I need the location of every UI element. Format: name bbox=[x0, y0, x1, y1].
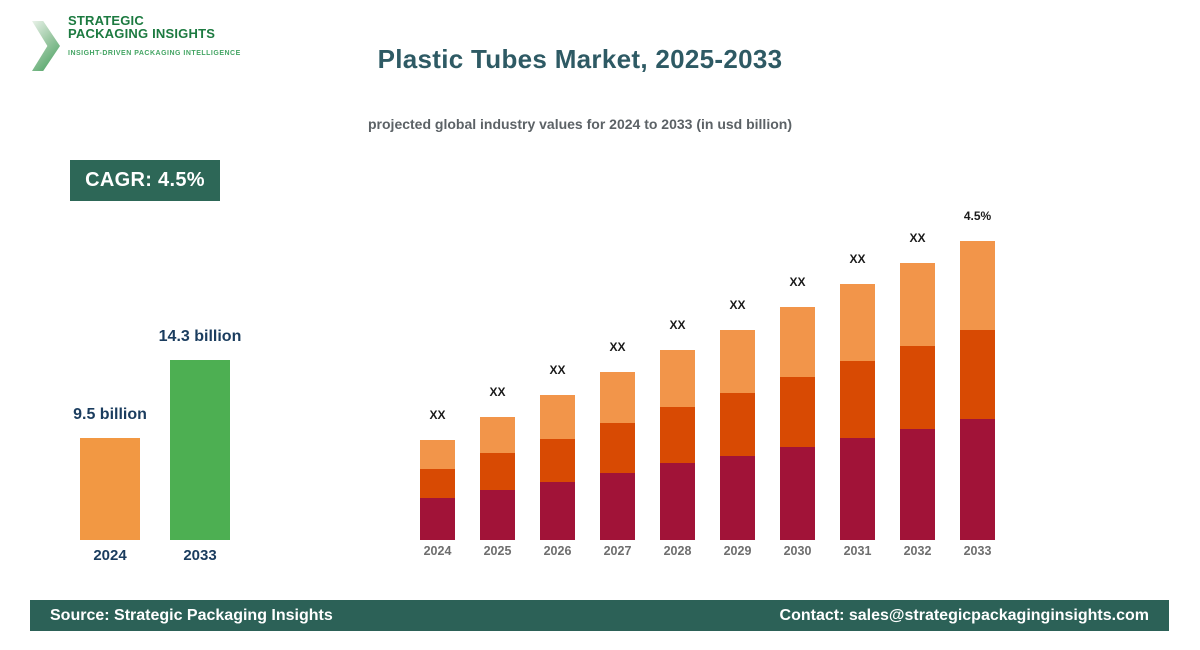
mini-bar-year-label: 2033 bbox=[183, 547, 217, 564]
stacked-segment-top-segment bbox=[780, 307, 815, 377]
stacked-bar-top-label: XX bbox=[489, 385, 506, 399]
stacked-bar-year-label: 2029 bbox=[723, 544, 752, 558]
stacked-bar-year-label: 2028 bbox=[663, 544, 692, 558]
stacked-bar-column-2032: XX 2032 bbox=[900, 200, 935, 558]
stacked-segment-top-segment bbox=[600, 372, 635, 423]
stacked-segment-middle-segment bbox=[900, 346, 935, 429]
stacked-bar-top-label: XX bbox=[849, 252, 866, 266]
stacked-bar-year-label: 2025 bbox=[483, 544, 512, 558]
stacked-bar-column-2025: XX 2025 bbox=[480, 200, 515, 558]
stacked-bar-year-label: 2033 bbox=[963, 544, 992, 558]
mini-bar-column-2024: 9.5 billion 2024 bbox=[73, 300, 147, 564]
mini-bar-2024 bbox=[80, 438, 140, 540]
stacked-bar-top-label: 4.5% bbox=[963, 209, 992, 223]
stacked-bar-top-label: XX bbox=[909, 231, 926, 245]
stacked-segment-bottom-segment bbox=[960, 419, 995, 540]
stacked-bar-column-2029: XX 2029 bbox=[720, 200, 755, 558]
stacked-bar-year-label: 2026 bbox=[543, 544, 572, 558]
stacked-bar-top-label: XX bbox=[549, 363, 566, 377]
stacked-segment-middle-segment bbox=[720, 393, 755, 456]
mini-bar-year-label: 2024 bbox=[93, 547, 127, 564]
mini-bar-2033 bbox=[170, 360, 230, 540]
logo-name-line1: STRATEGIC bbox=[68, 13, 144, 28]
stacked-bar-column-2026: XX 2026 bbox=[540, 200, 575, 558]
logo-tagline: INSIGHT-DRIVEN PACKAGING INTELLIGENCE bbox=[68, 50, 241, 57]
stacked-segment-middle-segment bbox=[660, 407, 695, 463]
footer-bar: Source: Strategic Packaging Insights Con… bbox=[30, 600, 1169, 631]
footer-source: Source: Strategic Packaging Insights bbox=[50, 606, 333, 624]
logo-name-line2: PACKAGING INSIGHTS bbox=[68, 26, 216, 41]
stacked-bar-top-label: XX bbox=[429, 408, 446, 422]
stacked-segment-middle-segment bbox=[840, 361, 875, 438]
stacked-segment-bottom-segment bbox=[840, 438, 875, 540]
stacked-bar-top-label: XX bbox=[729, 298, 746, 312]
stacked-segment-bottom-segment bbox=[900, 429, 935, 540]
stacked-bar-top-label: XX bbox=[789, 275, 806, 289]
stacked-segment-top-segment bbox=[840, 284, 875, 361]
stacked-bar-year-label: 2024 bbox=[423, 544, 452, 558]
stacked-bar-column-2030: XX 2030 bbox=[780, 200, 815, 558]
cagr-badge: CAGR: 4.5% bbox=[70, 160, 220, 201]
stacked-bar-year-label: 2031 bbox=[843, 544, 872, 558]
page-title: Plastic Tubes Market, 2025-2033 bbox=[377, 44, 783, 74]
page-subtitle: projected global industry values for 202… bbox=[368, 116, 792, 132]
stacked-bar-year-label: 2027 bbox=[603, 544, 632, 558]
summary-bar-chart: 9.5 billion 2024 14.3 billion 2033 bbox=[73, 300, 242, 564]
stacked-segment-middle-segment bbox=[600, 423, 635, 473]
stacked-segment-top-segment bbox=[480, 417, 515, 453]
stacked-bar-top-label: XX bbox=[609, 340, 626, 354]
stacked-segment-middle-segment bbox=[780, 377, 815, 447]
stacked-segment-bottom-segment bbox=[480, 490, 515, 540]
stacked-segment-top-segment bbox=[420, 440, 455, 469]
mini-bar-value-label: 14.3 billion bbox=[158, 328, 242, 345]
stacked-bar-year-label: 2030 bbox=[783, 544, 812, 558]
stacked-bar-top-label: XX bbox=[669, 318, 686, 332]
logo: STRATEGIC PACKAGING INSIGHTS INSIGHT-DRI… bbox=[32, 14, 241, 71]
stacked-bar-column-2027: XX 2027 bbox=[600, 200, 635, 558]
stacked-segment-top-segment bbox=[720, 330, 755, 393]
stacked-segment-middle-segment bbox=[420, 469, 455, 498]
stacked-segment-bottom-segment bbox=[420, 498, 455, 540]
stacked-bar-column-2028: XX 2028 bbox=[660, 200, 695, 558]
footer-contact: Contact: sales@strategicpackaginginsight… bbox=[779, 606, 1149, 624]
mini-bar-column-2033: 14.3 billion 2033 bbox=[159, 300, 242, 564]
stacked-bar-chart: XX 2024 XX 2025 XX 2026 XX 2027 XX 2028 XX 2029 XX 20… bbox=[420, 200, 995, 558]
stacked-segment-top-segment bbox=[660, 350, 695, 407]
stacked-segment-bottom-segment bbox=[540, 482, 575, 540]
stacked-bar-column-2024: XX 2024 bbox=[420, 200, 455, 558]
stacked-segment-middle-segment bbox=[960, 330, 995, 419]
mini-bar-value-label: 9.5 billion bbox=[73, 406, 147, 423]
stacked-bar-year-label: 2032 bbox=[903, 544, 932, 558]
stacked-segment-top-segment bbox=[900, 263, 935, 346]
stacked-segment-middle-segment bbox=[480, 453, 515, 490]
logo-text: STRATEGIC PACKAGING INSIGHTS INSIGHT-DRI… bbox=[68, 14, 241, 57]
stacked-segment-bottom-segment bbox=[660, 463, 695, 540]
stacked-segment-bottom-segment bbox=[780, 447, 815, 540]
stacked-segment-bottom-segment bbox=[600, 473, 635, 540]
stacked-segment-bottom-segment bbox=[720, 456, 755, 540]
stacked-bar-column-2033: 4.5% 2033 bbox=[960, 200, 995, 558]
stacked-segment-top-segment bbox=[540, 395, 575, 439]
stacked-bar-column-2031: XX 2031 bbox=[840, 200, 875, 558]
stacked-segment-top-segment bbox=[960, 241, 995, 330]
stacked-segment-middle-segment bbox=[540, 439, 575, 482]
